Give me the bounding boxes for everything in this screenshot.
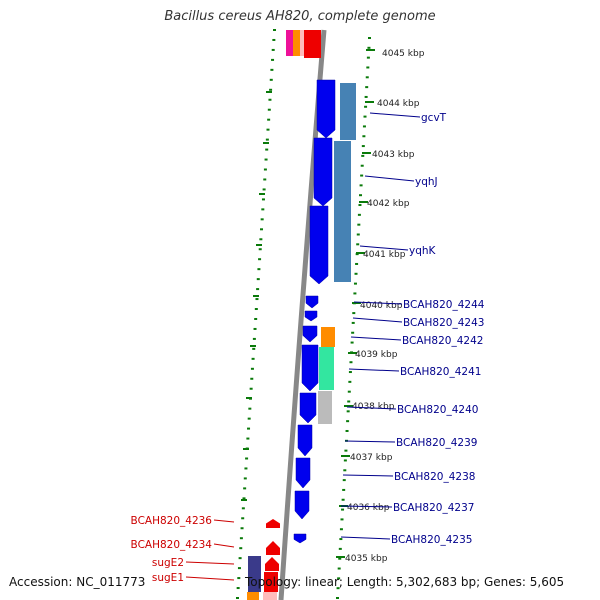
forward-gene-arrow xyxy=(301,344,319,392)
tick-marks xyxy=(236,29,375,599)
reverse-gene-block xyxy=(264,572,278,592)
scale-labels: 4045 kbp 4044 kbp 4043 kbp 4042 kbp 4041 kbp… xyxy=(345,49,425,564)
scale-label: 4035 kbp xyxy=(345,554,388,564)
gene-label: yqhK xyxy=(409,245,437,257)
gene-label-leader xyxy=(350,336,402,341)
gene-label: BCAH820_4238 xyxy=(394,471,475,483)
gene-label-leader xyxy=(340,536,391,540)
navy-feature-band xyxy=(248,556,261,592)
gene-label-leader xyxy=(344,440,396,443)
gene-label: BCAH820_4237 xyxy=(393,502,474,514)
gene-labels: gcvT yqhJ yqhK BCAH820_4244 BCAH820_4243 BCAH… xyxy=(131,112,485,584)
gene-label: BCAH820_4236 xyxy=(131,515,213,527)
gene-label-leader xyxy=(213,543,235,548)
orange-feature-band xyxy=(293,30,300,56)
gene-label: BCAH820_4241 xyxy=(400,366,481,378)
reverse-gene-block xyxy=(263,592,277,600)
green-feature-band xyxy=(319,347,334,390)
scale-label: 4036 kbp xyxy=(347,503,390,513)
reverse-gene-arrow xyxy=(266,541,280,555)
forward-gene-arrow xyxy=(302,325,318,343)
gene-label: sugE1 xyxy=(152,572,184,584)
scale-label: 4040 kbp xyxy=(360,301,403,311)
gene-label-leader xyxy=(185,561,235,565)
gene-label: BCAH820_4234 xyxy=(131,539,213,551)
scale-label: 4045 kbp xyxy=(382,49,425,59)
gene-label-leader xyxy=(342,474,394,477)
forward-gene-arrow xyxy=(299,392,317,424)
gene-label-leader xyxy=(340,505,393,508)
orange-feature-band xyxy=(247,592,259,600)
scale-label: 4039 kbp xyxy=(355,350,398,360)
scale-label: 4043 kbp xyxy=(372,150,415,160)
steel-feature-band xyxy=(340,83,356,140)
scale-label: 4044 kbp xyxy=(377,99,420,109)
forward-gene-arrow xyxy=(309,205,329,285)
forward-gene-arrow xyxy=(313,137,333,207)
magenta-feature-band xyxy=(286,30,293,56)
gene-label: yqhJ xyxy=(415,176,438,188)
gene-label-leader xyxy=(353,301,403,305)
gene-label-leader xyxy=(348,368,400,372)
gene-label-leader xyxy=(359,245,409,251)
gene-label-leader xyxy=(364,175,415,182)
forward-gene-arrow xyxy=(316,79,336,139)
gene-features xyxy=(247,30,356,600)
gene-label: BCAH820_4235 xyxy=(391,534,472,546)
gene-label-leader xyxy=(352,317,403,323)
forward-gene-arrow xyxy=(297,424,313,457)
steel-feature-band xyxy=(334,141,351,282)
gene-label-leader xyxy=(346,406,397,410)
reverse-gene-block xyxy=(304,30,321,58)
grey-feature-band xyxy=(318,391,332,424)
forward-gene-arrow xyxy=(295,457,311,489)
gene-label-leader xyxy=(213,519,235,523)
reverse-gene-arrow xyxy=(265,557,279,571)
scale-label: 4041 kbp xyxy=(363,250,406,260)
reverse-gene-block xyxy=(300,30,304,56)
accession-label: Accession: NC_011773 xyxy=(9,575,146,589)
scale-label: 4038 kbp xyxy=(352,402,395,412)
gene-label: BCAH820_4244 xyxy=(403,299,485,311)
gene-label: BCAH820_4240 xyxy=(397,404,478,416)
forward-gene-arrow xyxy=(305,295,319,309)
genome-title: Bacillus cereus AH820, complete genome xyxy=(164,9,436,24)
scale-label: 4037 kbp xyxy=(350,453,393,463)
gene-label: BCAH820_4239 xyxy=(396,437,477,449)
gene-label-leader xyxy=(185,576,235,581)
gene-label: BCAH820_4243 xyxy=(403,317,484,329)
gene-label: gcvT xyxy=(421,112,447,124)
orange-feature-band xyxy=(321,327,335,347)
forward-gene-arrow xyxy=(304,310,318,322)
reverse-gene-arrow xyxy=(266,519,280,528)
forward-gene-arrow xyxy=(294,490,310,520)
gene-label: BCAH820_4242 xyxy=(402,335,483,347)
gene-label-leader xyxy=(369,112,421,118)
scale-label: 4042 kbp xyxy=(367,199,410,209)
gene-label: sugE2 xyxy=(152,557,184,569)
forward-gene-arrow xyxy=(293,533,307,544)
genome-summary: Topology: linear; Length: 5,302,683 bp; … xyxy=(245,575,565,589)
